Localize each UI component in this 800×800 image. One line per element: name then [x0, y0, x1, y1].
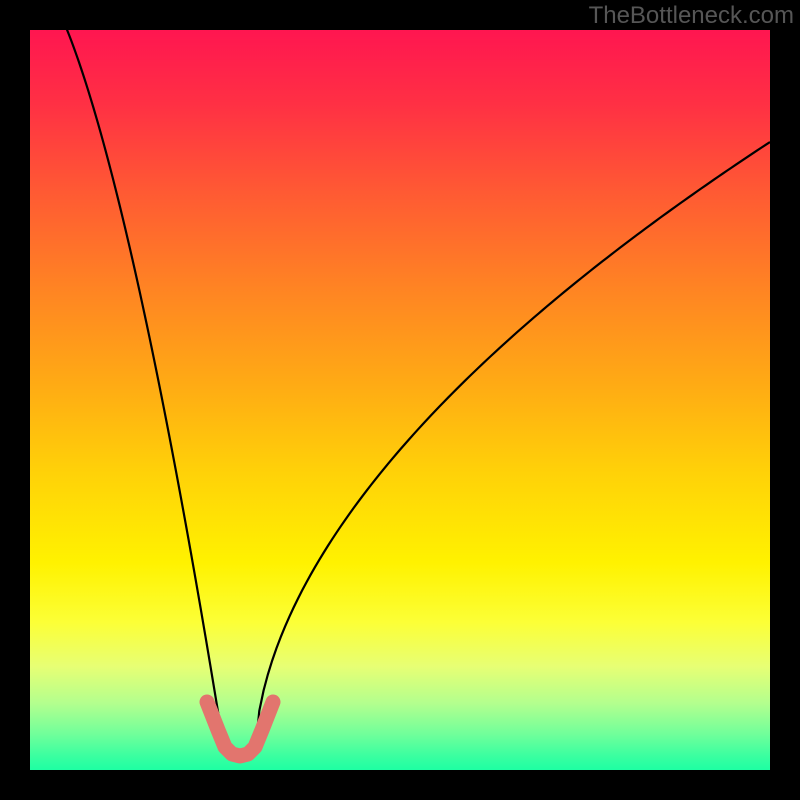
gradient-background — [30, 30, 770, 770]
plot-area — [30, 30, 770, 770]
watermark-text: TheBottleneck.com — [589, 2, 794, 30]
chart-frame: TheBottleneck.com — [0, 0, 800, 800]
